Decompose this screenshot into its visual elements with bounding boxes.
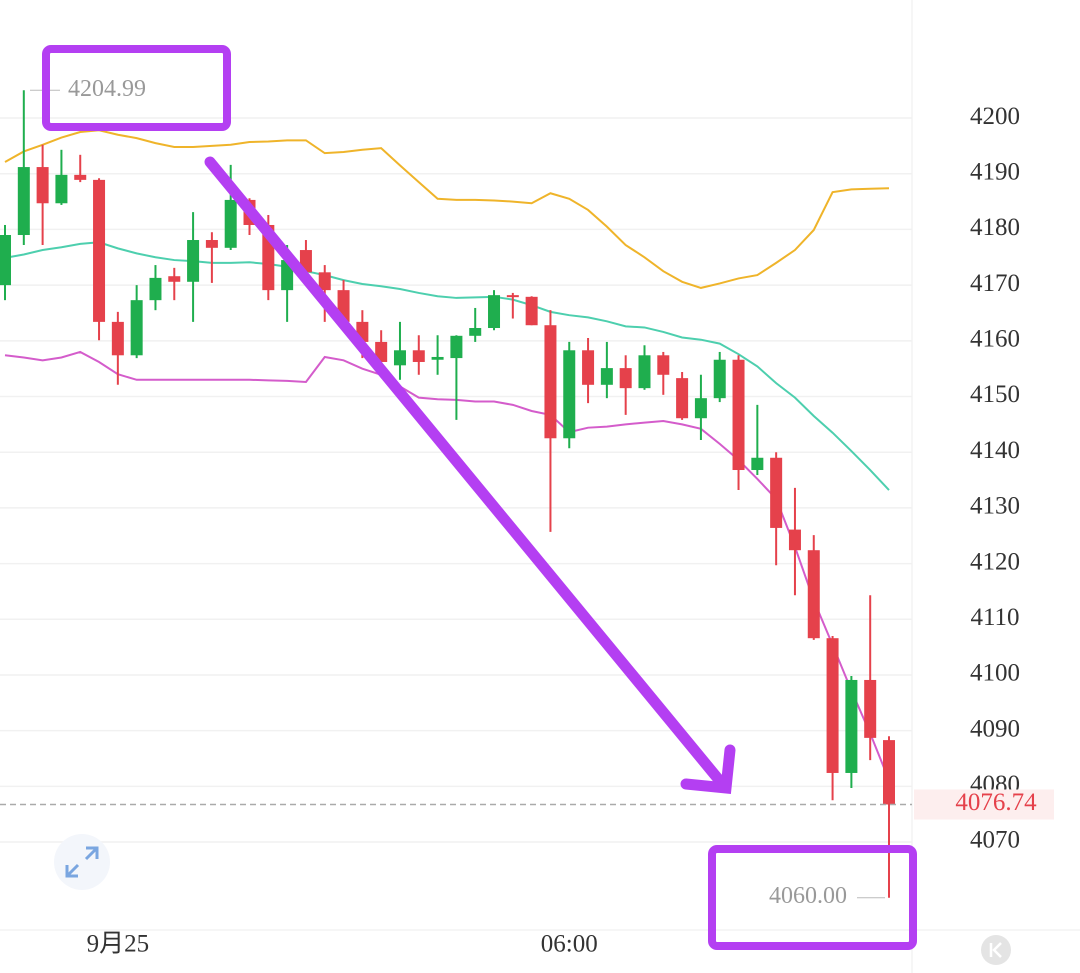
- candle-body: [600, 368, 613, 385]
- candle-body: [864, 679, 877, 738]
- y-tick-label: 4180: [970, 214, 1020, 241]
- y-tick-label: 4170: [970, 270, 1020, 297]
- candle-body: [450, 335, 463, 359]
- candle-body: [788, 529, 801, 551]
- high-marker-label: 4204.99: [68, 76, 146, 102]
- candle-body: [582, 350, 595, 385]
- candle-body: [431, 356, 444, 360]
- candle-body: [770, 457, 783, 528]
- candle-body: [17, 167, 30, 236]
- candle-body: [224, 199, 237, 248]
- candle-body: [375, 341, 388, 362]
- y-tick-label: 4190: [970, 158, 1020, 185]
- candle-body: [469, 328, 482, 336]
- y-tick-label: 4070: [970, 827, 1020, 854]
- y-tick-label: 4200: [970, 103, 1020, 130]
- candle-body: [318, 272, 331, 291]
- candle-body: [130, 300, 143, 356]
- candle-body: [563, 350, 576, 439]
- candle-body: [412, 350, 425, 362]
- candle-body: [694, 398, 707, 419]
- candle-body: [638, 355, 651, 389]
- candle-body: [36, 167, 49, 204]
- candle-body: [168, 276, 181, 282]
- candle-body: [149, 277, 162, 301]
- y-tick-label: 4120: [970, 548, 1020, 575]
- scroll-button[interactable]: [981, 935, 1011, 965]
- candle-body: [826, 638, 839, 773]
- candle-body: [111, 321, 124, 356]
- candle-body: [619, 368, 632, 389]
- candle-body: [807, 550, 820, 639]
- candle-body: [525, 296, 538, 326]
- candle-body: [883, 740, 895, 805]
- candle-body: [488, 295, 501, 329]
- scroll-icon: [989, 942, 1002, 958]
- y-tick-label: 4090: [970, 715, 1020, 742]
- y-tick-label: 4100: [970, 660, 1020, 687]
- y-tick-label: 4110: [970, 604, 1019, 631]
- x-tick-label: 9月25: [87, 931, 150, 958]
- candle-body: [74, 174, 87, 180]
- band-line: [4, 241, 890, 491]
- candle-body: [713, 359, 726, 399]
- low-marker-label: 4060.00: [769, 883, 847, 909]
- candle-body: [732, 359, 745, 471]
- candle-body: [657, 355, 670, 375]
- y-tick-label: 4130: [970, 493, 1020, 520]
- plot: 4070408040904100411041204130414041504160…: [0, 76, 1054, 958]
- last-price-box: [914, 789, 1054, 820]
- candle-body: [393, 350, 406, 366]
- candle-body: [544, 325, 557, 439]
- y-tick-label: 4150: [970, 381, 1020, 408]
- band-line: [4, 129, 890, 289]
- candle-body: [0, 235, 11, 286]
- highlight-box: [708, 845, 917, 950]
- candle-body: [506, 295, 519, 298]
- candle-body: [55, 174, 68, 204]
- y-tick-label: 4140: [970, 437, 1020, 464]
- candle-body: [205, 240, 218, 248]
- y-tick-label: 4160: [970, 326, 1020, 353]
- candle-body: [187, 240, 200, 282]
- expand-icon: [65, 846, 99, 878]
- candle-body: [845, 679, 858, 773]
- candle-body: [93, 179, 106, 322]
- expand-button[interactable]: [54, 834, 110, 890]
- last-price-label: 4076.74: [955, 789, 1037, 816]
- candle-body: [676, 378, 689, 419]
- candle-body: [751, 457, 764, 471]
- trend-arrow: [204, 156, 736, 795]
- highlight-box: [42, 45, 231, 131]
- x-tick-label: 06:00: [541, 931, 598, 958]
